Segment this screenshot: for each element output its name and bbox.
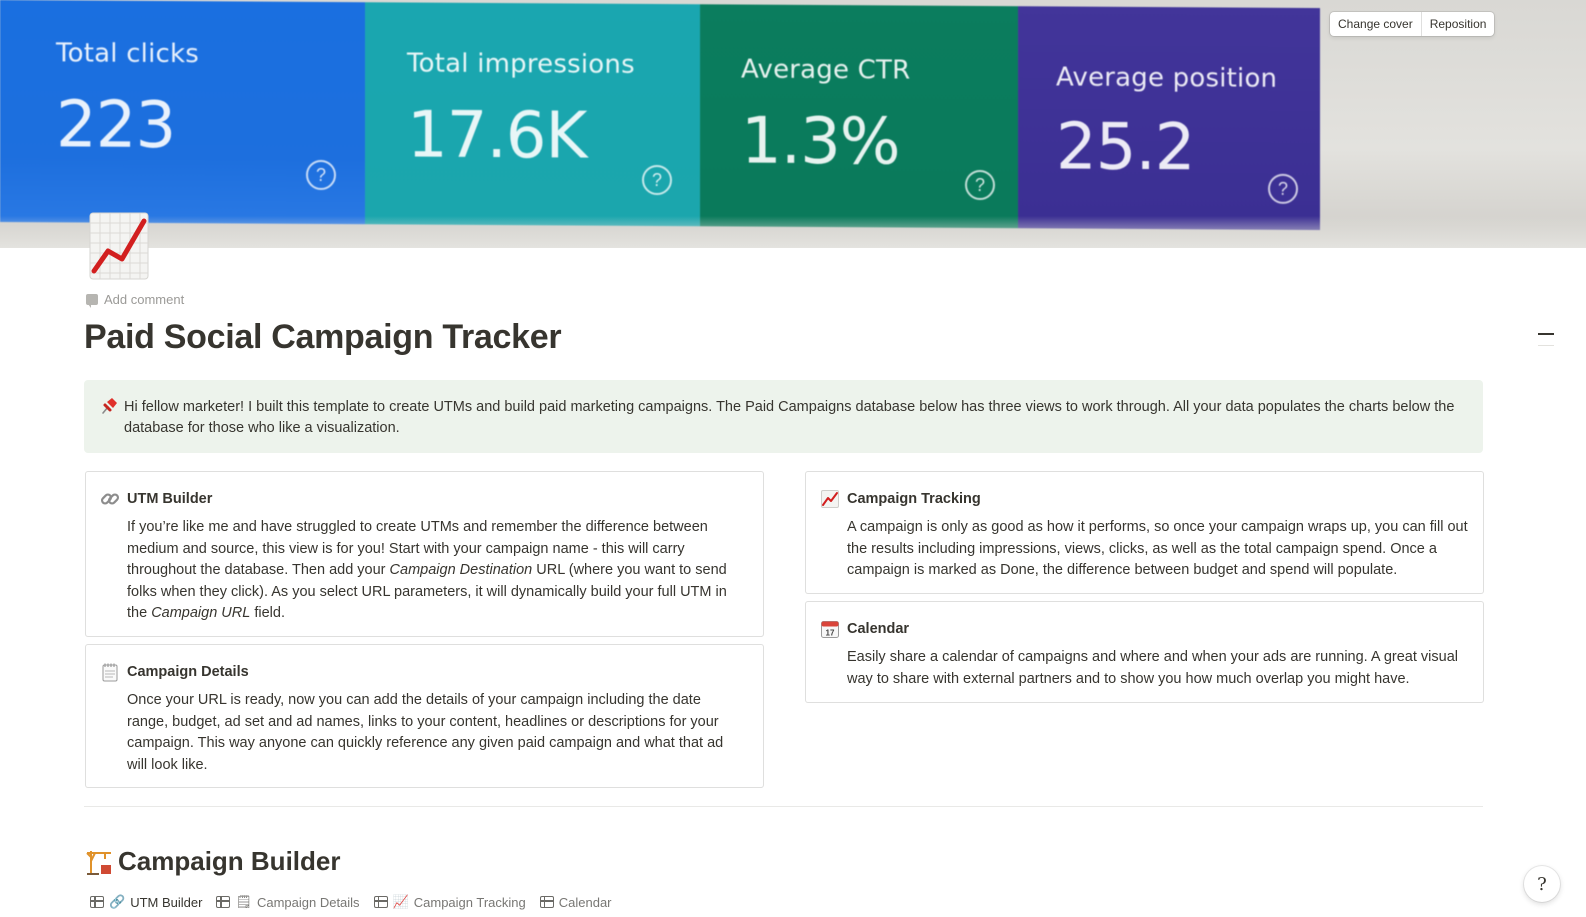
tab-label: Campaign Details <box>256 894 360 910</box>
link-icon <box>100 489 120 509</box>
change-cover-button[interactable]: Change cover <box>1338 17 1413 31</box>
cover-panel-value: 1.3% <box>741 104 900 180</box>
card-body: A campaign is only as good as how it per… <box>847 519 1468 579</box>
section-title: Campaign Builder <box>118 846 341 876</box>
comment-icon <box>86 294 98 308</box>
cover-fade <box>0 216 1586 248</box>
card-title: Calendar <box>847 621 910 637</box>
card-body-emphasis: Campaign Destination <box>389 562 533 579</box>
reposition-button[interactable]: Reposition <box>1420 12 1495 36</box>
card-title: Campaign Tracking <box>847 491 981 507</box>
card-title: Campaign Details <box>127 664 249 680</box>
table-icon <box>373 896 388 908</box>
cover-panel-label: Average CTR <box>741 54 911 86</box>
tab-campaign-tracking[interactable]: 📈 Campaign Tracking <box>373 894 526 910</box>
card-body: Easily share a calendar of campaigns and… <box>847 649 1458 687</box>
utm-builder-card: UTM Builder If you’re like me and have s… <box>85 471 764 637</box>
card-body-text: URL (where you want to send folks when t… <box>127 562 727 622</box>
help-circle-icon: ? <box>642 164 672 196</box>
card-body: If you’re like me and have struggled to … <box>127 517 745 625</box>
intro-callout: Hi fellow marketer! I built this templat… <box>84 380 1483 453</box>
help-icon: ? <box>1537 873 1547 895</box>
campaign-tracking-card: Campaign Tracking A campaign is only as … <box>805 471 1484 594</box>
cover-controls: Change cover Reposition <box>1330 12 1495 36</box>
calendar-icon: 17 <box>820 619 840 639</box>
tab-label: UTM Builder <box>130 894 203 910</box>
page-title[interactable]: Paid Social Campaign Tracker <box>84 318 562 356</box>
card-title: UTM Builder <box>127 491 213 507</box>
database-view-tabs: 🔗 UTM Builder 🗒 Campaign Details 📈 Campa… <box>90 894 612 910</box>
calendar-icon-day: 17 <box>826 629 835 638</box>
help-circle-icon: ? <box>1268 173 1298 204</box>
help-circle-icon: ? <box>306 159 336 191</box>
table-icon <box>216 896 231 908</box>
campaign-details-card: Campaign Details Once your URL is ready,… <box>85 644 764 788</box>
add-comment-button[interactable]: Add comment <box>86 292 185 308</box>
tab-campaign-details[interactable]: 🗒 Campaign Details <box>216 894 360 910</box>
spiral-notepad-icon <box>100 662 120 682</box>
tab-label: Campaign Tracking <box>413 894 526 910</box>
building-construction-icon <box>84 847 114 877</box>
card-body: Once your URL is ready, now you can add … <box>127 692 724 773</box>
cover-image: Total clicks 223 ? Total impressions 17.… <box>0 0 1330 231</box>
section-heading: Campaign Builder <box>84 846 340 877</box>
chart-increasing-icon <box>820 489 840 509</box>
cover-panel-value: 223 <box>56 88 176 164</box>
page-cover: Total clicks 223 ? Total impressions 17.… <box>0 0 1586 248</box>
cover-panel-label: Total impressions <box>407 48 635 80</box>
cover-panel-average-position: Average position 25.2 ? <box>1018 6 1320 231</box>
cover-panel-value: 17.6K <box>407 98 587 174</box>
cover-panel-total-impressions: Total impressions 17.6K ? <box>365 2 700 227</box>
calendar-view-icon <box>539 896 554 908</box>
help-circle-icon: ? <box>965 169 995 201</box>
card-body-emphasis: Campaign URL <box>151 605 251 622</box>
tab-emoji: 📈 <box>392 894 409 909</box>
cover-panel-average-ctr: Average CTR 1.3% ? <box>700 4 1018 229</box>
tab-emoji: 🔗 <box>109 894 126 909</box>
cover-panel-label: Total clicks <box>56 38 200 70</box>
cover-panel-label: Average position <box>1056 62 1278 94</box>
pushpin-icon <box>99 396 119 416</box>
help-button[interactable]: ? <box>1524 866 1560 902</box>
chart-increasing-icon[interactable] <box>88 211 150 281</box>
tab-emoji: 🗒 <box>235 894 252 909</box>
divider <box>84 806 1483 807</box>
tab-calendar[interactable]: Calendar <box>539 894 612 910</box>
table-of-contents-indicator[interactable] <box>1538 333 1554 335</box>
card-body-text: field. <box>250 605 285 622</box>
cover-panel-value: 25.2 <box>1056 110 1195 186</box>
tab-label: Calendar <box>558 894 612 910</box>
tab-utm-builder[interactable]: 🔗 UTM Builder <box>90 894 202 910</box>
cover-panel-total-clicks: Total clicks 223 ? <box>0 0 365 225</box>
add-comment-label: Add comment <box>104 292 185 307</box>
table-icon <box>90 896 104 908</box>
calendar-card: 17 Calendar Easily share a calendar of c… <box>805 601 1484 703</box>
table-of-contents-indicator-line <box>1538 345 1554 346</box>
callout-text: Hi fellow marketer! I built this templat… <box>124 399 1455 436</box>
card-body-text: If you’re like me and have struggled to … <box>127 519 708 579</box>
